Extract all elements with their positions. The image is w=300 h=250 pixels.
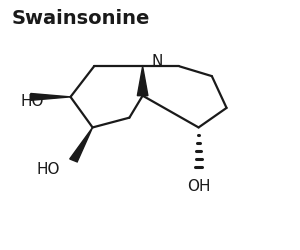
Polygon shape: [31, 94, 70, 100]
Polygon shape: [70, 128, 93, 162]
Text: OH: OH: [187, 178, 210, 194]
Polygon shape: [137, 66, 148, 96]
Text: HO: HO: [20, 94, 44, 109]
Text: N: N: [152, 54, 163, 70]
Text: Swainsonine: Swainsonine: [12, 9, 150, 28]
Text: HO: HO: [37, 162, 60, 176]
